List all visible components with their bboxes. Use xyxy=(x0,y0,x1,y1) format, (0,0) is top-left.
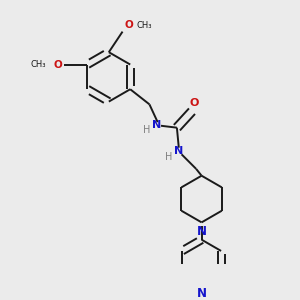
Text: H: H xyxy=(165,152,172,162)
Text: O: O xyxy=(190,98,199,109)
Text: O: O xyxy=(53,59,62,70)
Text: H: H xyxy=(143,125,150,135)
Text: N: N xyxy=(196,287,207,300)
Text: O: O xyxy=(125,20,134,30)
Text: N: N xyxy=(152,120,161,130)
Text: CH₃: CH₃ xyxy=(137,21,152,30)
Text: CH₃: CH₃ xyxy=(31,60,46,69)
Text: N: N xyxy=(196,225,207,238)
Text: N: N xyxy=(174,146,183,156)
